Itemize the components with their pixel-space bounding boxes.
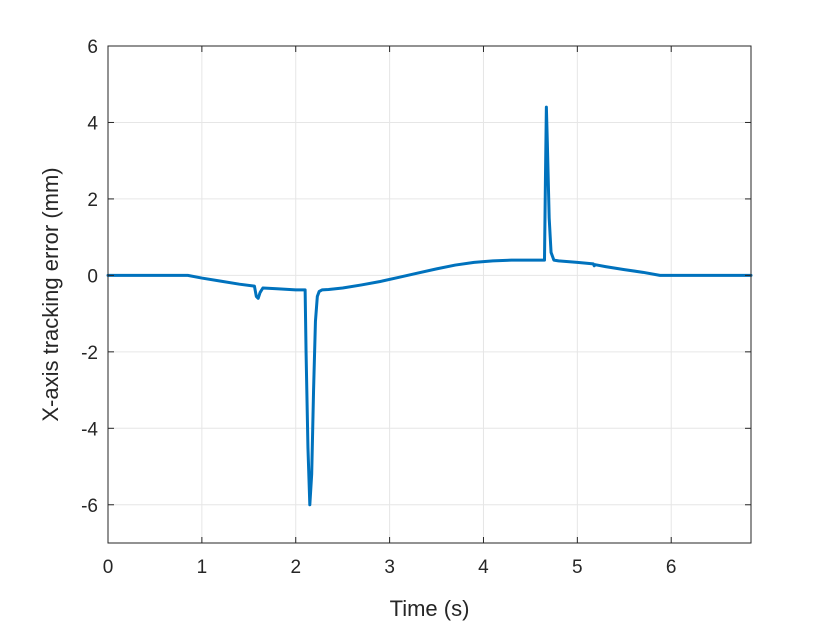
x-tick-label: 0: [103, 557, 114, 578]
y-tick-label: 6: [87, 37, 98, 58]
x-tick-label: 1: [197, 557, 208, 578]
x-tick-label: 6: [666, 557, 677, 578]
x-tick-label: 2: [290, 557, 301, 578]
y-axis-title: X-axis tracking error (mm): [38, 167, 63, 421]
ticks: 0 1 2 3 4 5 6 -6 -4 -2 0 2 4 6: [81, 37, 751, 578]
x-axis-title: Time (s): [390, 596, 470, 621]
y-tick-label: -2: [81, 343, 98, 364]
y-tick-label: -6: [81, 496, 98, 517]
y-tick-label: 0: [87, 266, 98, 287]
x-tick-label: 5: [572, 557, 583, 578]
series-line: [106, 105, 753, 507]
y-tick-label: -4: [81, 419, 98, 440]
series-layer: [106, 105, 753, 507]
x-tick-label: 4: [478, 557, 489, 578]
x-tick-label: 3: [384, 557, 395, 578]
y-tick-label: 2: [87, 190, 98, 211]
plot-background: [108, 46, 751, 543]
plot-frame: [107, 45, 752, 544]
y-tick-label: 4: [87, 113, 98, 134]
